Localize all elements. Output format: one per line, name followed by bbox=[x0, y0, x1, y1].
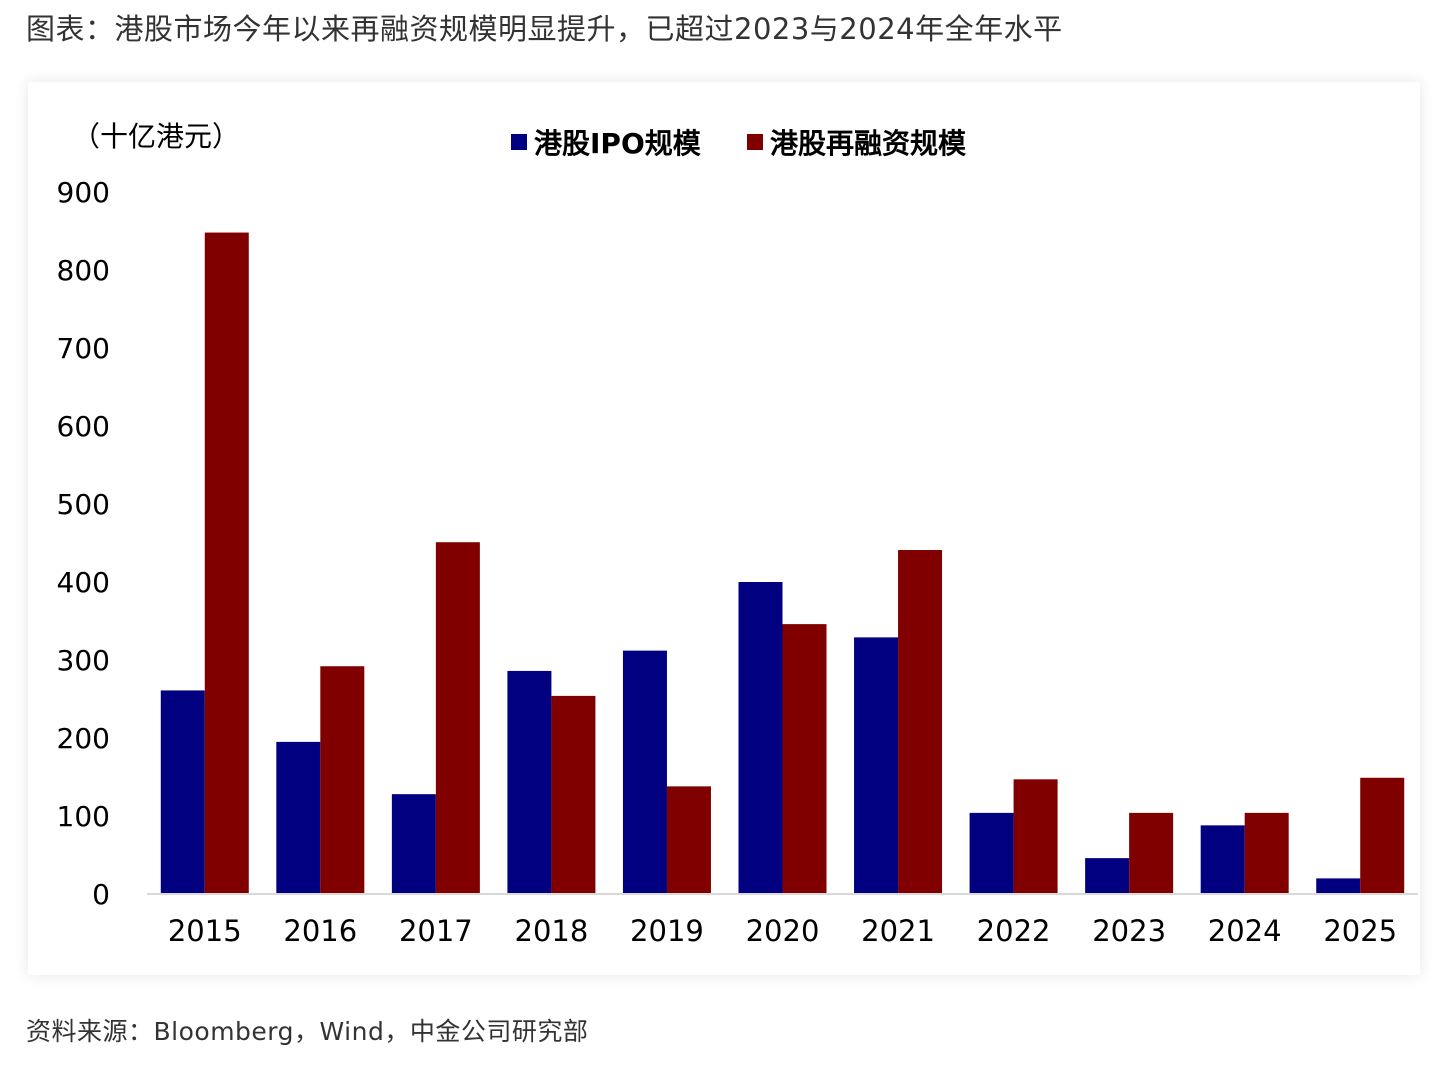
chart-caption: 图表：港股市场今年以来再融资规模明显提升，已超过2023与2024年全年水平 bbox=[26, 12, 1063, 46]
bar-ipo-2022 bbox=[969, 812, 1014, 894]
bar-refinancing-2020 bbox=[782, 624, 827, 894]
y-tick-label: 600 bbox=[57, 410, 110, 443]
y-tick-label: 900 bbox=[57, 176, 110, 209]
y-tick-label: 800 bbox=[57, 254, 110, 287]
bar-ipo-2018 bbox=[507, 670, 552, 894]
bars bbox=[160, 232, 1405, 894]
y-tick-label: 500 bbox=[57, 488, 110, 521]
x-tick-label: 2024 bbox=[1208, 914, 1282, 948]
x-tick-label: 2016 bbox=[283, 914, 357, 948]
y-tick-label: 0 bbox=[92, 878, 110, 911]
y-tick-label: 400 bbox=[57, 566, 110, 599]
bar-refinancing-2019 bbox=[666, 786, 711, 894]
bar-ipo-2016 bbox=[276, 741, 321, 894]
source-note: 资料来源：Bloomberg，Wind，中金公司研究部 bbox=[26, 1017, 589, 1046]
bar-ipo-2025 bbox=[1316, 878, 1361, 894]
legend: 港股IPO规模 港股再融资规模 bbox=[511, 127, 967, 160]
bar-chart: （十亿港元） 港股IPO规模 港股再融资规模 0 100 200 300 400 500 60… bbox=[57, 120, 1418, 948]
x-tick-label: 2019 bbox=[630, 914, 704, 948]
x-tick-label: 2022 bbox=[977, 914, 1051, 948]
x-tick-label: 2023 bbox=[1092, 914, 1166, 948]
y-tick-label: 700 bbox=[57, 332, 110, 365]
chart-panel bbox=[28, 82, 1420, 975]
legend-label-ipo: 港股IPO规模 bbox=[534, 127, 702, 160]
bar-refinancing-2017 bbox=[435, 542, 480, 894]
bar-ipo-2024 bbox=[1200, 825, 1245, 894]
x-tick-label: 2015 bbox=[168, 914, 242, 948]
bar-refinancing-2022 bbox=[1013, 779, 1058, 894]
x-tick-label: 2017 bbox=[399, 914, 473, 948]
y-axis-ticks: 0 100 200 300 400 500 600 700 800 900 bbox=[57, 176, 110, 911]
x-axis-ticks: 2015 2016 2017 2018 2019 2020 2021 2022 2023 2024… bbox=[168, 914, 1397, 948]
bar-ipo-2015 bbox=[160, 690, 205, 894]
bar-refinancing-2025 bbox=[1360, 777, 1405, 894]
bar-refinancing-2016 bbox=[320, 666, 365, 894]
x-tick-label: 2020 bbox=[746, 914, 820, 948]
bar-ipo-2019 bbox=[622, 650, 667, 894]
y-axis-unit-label: （十亿港元） bbox=[72, 120, 240, 153]
bar-ipo-2020 bbox=[738, 582, 783, 894]
bar-ipo-2017 bbox=[391, 794, 436, 894]
bar-refinancing-2018 bbox=[551, 695, 596, 894]
legend-swatch-ipo bbox=[511, 134, 527, 150]
bar-refinancing-2021 bbox=[898, 550, 943, 894]
bar-ipo-2021 bbox=[854, 637, 899, 894]
y-tick-label: 200 bbox=[57, 722, 110, 755]
legend-swatch-refinancing bbox=[747, 134, 763, 150]
bar-refinancing-2023 bbox=[1129, 812, 1174, 894]
y-tick-label: 300 bbox=[57, 644, 110, 677]
x-tick-label: 2018 bbox=[515, 914, 589, 948]
y-tick-label: 100 bbox=[57, 800, 110, 833]
legend-label-refinancing: 港股再融资规模 bbox=[770, 127, 967, 160]
bar-ipo-2023 bbox=[1085, 858, 1130, 894]
x-tick-label: 2025 bbox=[1323, 914, 1397, 948]
x-tick-label: 2021 bbox=[861, 914, 935, 948]
bar-refinancing-2015 bbox=[204, 232, 249, 894]
bar-refinancing-2024 bbox=[1244, 812, 1289, 894]
